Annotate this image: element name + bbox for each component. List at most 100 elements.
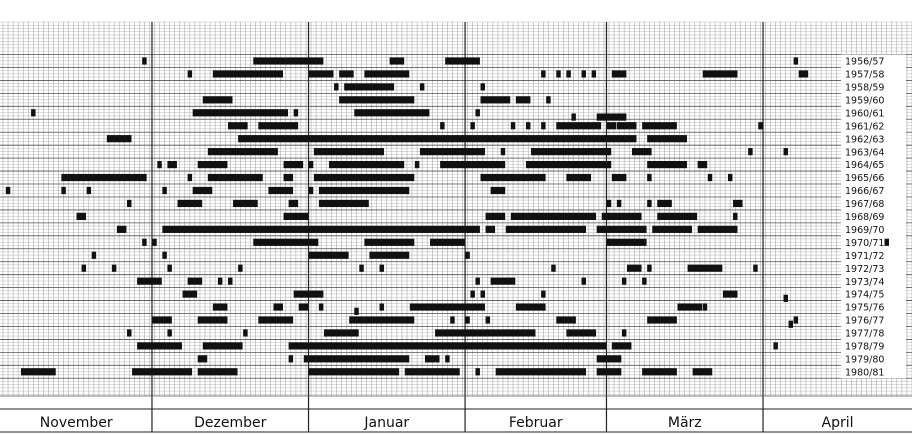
frost-period-bar [81, 264, 87, 272]
frost-period-bar [167, 161, 177, 169]
winter-label: 1971/72 [845, 251, 884, 262]
winter-label: 1973/74 [845, 277, 884, 288]
frost-period-bar [783, 148, 788, 156]
frost-period-bar [288, 342, 607, 350]
frost-period-bar [657, 212, 698, 220]
frost-period-bar [490, 186, 506, 195]
frost-period-bar [127, 199, 132, 208]
month-label: Januar [363, 415, 409, 431]
frost-period-bar [621, 329, 627, 337]
frost-period-bar [551, 264, 556, 272]
frost-period-bar [303, 355, 410, 363]
frost-period-bar [525, 122, 531, 130]
frost-period-bar [424, 355, 440, 363]
frost-period-bar [334, 83, 339, 91]
frost-period-bar [733, 212, 738, 220]
frost-period-bar [440, 161, 506, 169]
frost-period-bar [177, 199, 203, 208]
frost-period-bar [480, 96, 511, 104]
frost-period-bar [465, 251, 470, 259]
winter-label: 1968/69 [845, 212, 884, 223]
frost-period-bar [162, 186, 167, 195]
frost-period-bar [505, 225, 586, 233]
frost-period-bar [308, 70, 334, 78]
frost-period-bar [702, 70, 738, 78]
frost-period-bar [485, 225, 496, 233]
month-label: Februar [509, 415, 563, 431]
frost-period-bar [702, 303, 708, 311]
frost-period-bar [243, 329, 248, 337]
frost-period-bar [409, 303, 485, 311]
frost-period-bar [268, 186, 294, 195]
frost-period-bar [339, 96, 415, 104]
frost-period-bar [722, 290, 738, 298]
winter-label: 1957/58 [845, 70, 884, 81]
frost-period-bar [601, 212, 642, 220]
winter-label: 1979/80 [845, 354, 884, 365]
frost-period-bar [419, 148, 485, 156]
frost-period-bar [192, 186, 213, 195]
winter-label: 1978/79 [845, 342, 884, 353]
frost-period-bar [293, 290, 324, 298]
winter-label: 1960/61 [845, 108, 884, 119]
frost-period-bar [187, 70, 193, 78]
frost-period-bar [167, 264, 172, 272]
frost-period-bar [152, 316, 172, 324]
frost-period-bar [531, 148, 612, 156]
frost-period-bar [212, 303, 228, 311]
winter-label: 1980/81 [845, 367, 884, 378]
month-label: November [40, 415, 113, 431]
frost-period-bar [465, 316, 470, 324]
frost-period-bar [647, 161, 687, 169]
frost-period-bar [339, 70, 354, 78]
frost-period-bar [485, 212, 506, 220]
frost-period-bar [86, 186, 92, 195]
frost-period-bar [313, 148, 384, 156]
frost-period-bar [354, 307, 359, 315]
frost-period-bar [556, 316, 576, 324]
frost-period-bar [283, 212, 309, 220]
frost-period-bar [288, 355, 294, 363]
winter-label: 1972/73 [845, 264, 884, 275]
frost-period-bar [753, 264, 758, 272]
frost-period-bar [571, 113, 576, 121]
frost-period-bar [207, 173, 263, 182]
frost-period-bar [197, 161, 228, 169]
frost-period-bar [480, 83, 485, 91]
frost-period-bar [727, 173, 733, 182]
frost-period-bar [515, 303, 546, 311]
frost-period-bar [470, 122, 475, 130]
frost-period-bar [788, 320, 794, 328]
winter-label: 1959/60 [845, 95, 884, 106]
frost-period-bar [697, 225, 738, 233]
winter-label: 1956/57 [845, 57, 884, 68]
frost-period-bar [525, 161, 612, 169]
frost-period-bar [323, 329, 359, 337]
frost-period-bar [414, 161, 420, 169]
frost-period-bar [611, 70, 627, 78]
frost-period-bar [137, 277, 162, 285]
frost-period-bar [364, 238, 415, 246]
frost-period-bar [515, 96, 531, 104]
frost-period-bar [606, 238, 647, 246]
frost-period-bar [445, 57, 480, 65]
frost-period-bar [293, 109, 299, 117]
frost-period-bar [283, 161, 304, 169]
frost-period-bar [798, 70, 809, 78]
frost-period-bar [748, 148, 753, 156]
frost-period-bar [273, 303, 283, 311]
frost-period-bar [556, 122, 602, 130]
frost-period-bar [152, 238, 157, 246]
frost-period-bar [233, 199, 258, 208]
winter-label: 1975/76 [845, 303, 884, 314]
frost-period-bar [642, 368, 677, 376]
frost-period-bar [692, 368, 713, 376]
frost-period-bar [581, 277, 586, 285]
frost-period-bar [541, 290, 546, 298]
frost-period-bar [626, 264, 642, 272]
frost-period-bar [485, 316, 491, 324]
frost-period-bar [308, 186, 314, 195]
frost-period-bar [127, 329, 132, 337]
frost-period-bar [556, 70, 561, 78]
